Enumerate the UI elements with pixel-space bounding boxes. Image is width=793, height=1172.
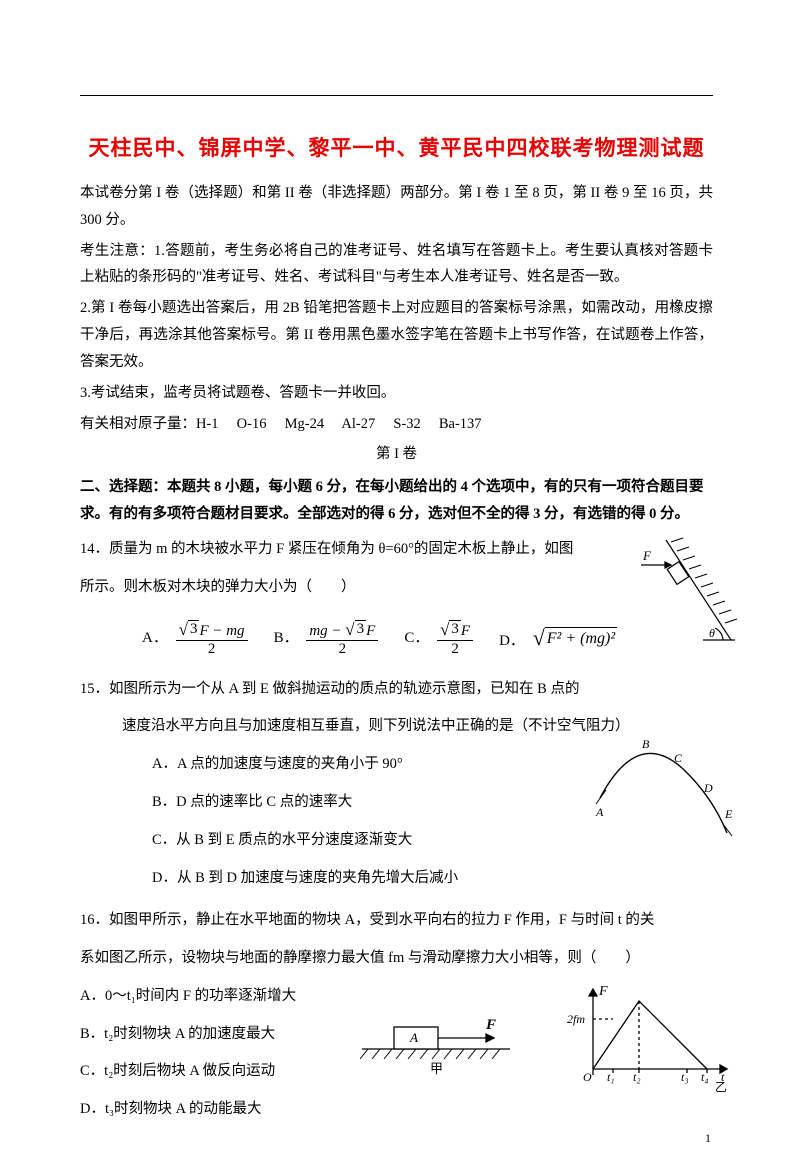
q15-opt-d: D．从 B 到 D 加速度与速度的夹角先增大后减小	[80, 863, 713, 895]
q15-stem-1: 15．如图所示为一个从 A 到 E 做斜抛运动的质点的轨迹示意图，已知在 B 点…	[80, 674, 713, 706]
svg-text:O: O	[583, 1070, 592, 1084]
atomic-mass-line: 有关相对原子量：H-1 O-16 Mg-24 Al-27 S-32 Ba-137	[80, 411, 713, 438]
q14-options: A． √3F − mg 2 B． mg − √3F 2 C．	[80, 620, 713, 658]
question-14: 14．质量为 m 的木块被水平力 F 紧压在倾角为 θ=60°的固定木板上静止，…	[80, 534, 713, 658]
q14-opt-a: A． √3F − mg 2	[142, 620, 248, 658]
q14-stem-2: 所示。则木板对木块的弹力大小为（ ）	[80, 572, 713, 604]
exam-title: 天柱民中、锦屏中学、黎平一中、黄平民中四校联考物理测试题	[80, 132, 713, 162]
svg-text:θ: θ	[709, 626, 715, 640]
q16-stem-2: 系如图乙所示，设物块与地面的静摩擦力最大值 fm 与滑动摩擦力大小相等，则（ ）	[80, 943, 713, 975]
svg-text:t₁: t₁	[607, 1070, 615, 1084]
svg-text:A: A	[595, 805, 604, 819]
q14-figure-incline: F θ	[633, 530, 743, 650]
q14-opt-b: B． mg − √3F 2	[274, 620, 379, 658]
q14-stem-1: 14．质量为 m 的木块被水平力 F 紧压在倾角为 θ=60°的固定木板上静止，…	[80, 534, 713, 566]
q14-opt-c: C． √3F 2	[404, 620, 473, 658]
svg-text:t₃: t₃	[681, 1070, 689, 1084]
q16-opt-d: D．t₃时刻物块 A 的动能最大	[80, 1094, 713, 1126]
svg-text:E: E	[724, 807, 733, 821]
question-16: 16．如图甲所示，静止在水平地面的物块 A，受到水平向右的拉力 F 作用，F 与…	[80, 905, 713, 1126]
note-1: 考生注意：1.答题前，考生务必将自己的准考证号、姓名填写在答题卡上。考生要认真核…	[80, 238, 713, 292]
page-number: 1	[705, 1131, 711, 1146]
svg-text:B: B	[642, 738, 650, 751]
q15-figure-trajectory: A B C D E	[592, 738, 737, 843]
svg-text:F: F	[598, 984, 608, 999]
svg-text:甲: 甲	[430, 1061, 443, 1076]
svg-text:C: C	[674, 751, 683, 765]
top-rule	[80, 95, 713, 96]
intro-paragraph: 本试卷分第 I 卷（选择题）和第 II 卷（非选择题）两部分。第 I 卷 1 至…	[80, 180, 713, 234]
svg-text:2fm: 2fm	[567, 1012, 585, 1026]
svg-text:D: D	[703, 781, 713, 795]
svg-text:A: A	[409, 1030, 418, 1045]
svg-text:F: F	[642, 548, 652, 563]
svg-text:t₄: t₄	[701, 1070, 709, 1084]
q16-stem-1: 16．如图甲所示，静止在水平地面的物块 A，受到水平向右的拉力 F 作用，F 与…	[80, 905, 713, 937]
question-15: 15．如图所示为一个从 A 到 E 做斜抛运动的质点的轨迹示意图，已知在 B 点…	[80, 674, 713, 895]
note-3: 3.考试结束，监考员将试题卷、答题卡一并收回。	[80, 380, 713, 407]
note-2: 2.第 I 卷每小题选出答案后，用 2B 铅笔把答题卡上对应题目的答案标号涂黑，…	[80, 295, 713, 375]
q16-figure-block: A F 甲	[360, 997, 520, 1077]
q14-opt-d: D． √F² + (mg)²	[499, 627, 617, 650]
section-2-heading: 二、选择题：本题共 8 小题，每小题 6 分，在每小题给出的 4 个选项中，有的…	[80, 474, 713, 528]
svg-text:t₂: t₂	[633, 1070, 641, 1084]
svg-text:乙: 乙	[715, 1080, 727, 1093]
q16-figure-graph: F 2fm O t₁ t₂ t₃ t₄ t 乙	[567, 983, 737, 1093]
svg-text:F: F	[485, 1017, 496, 1033]
part-label: 第 I 卷	[80, 441, 713, 468]
